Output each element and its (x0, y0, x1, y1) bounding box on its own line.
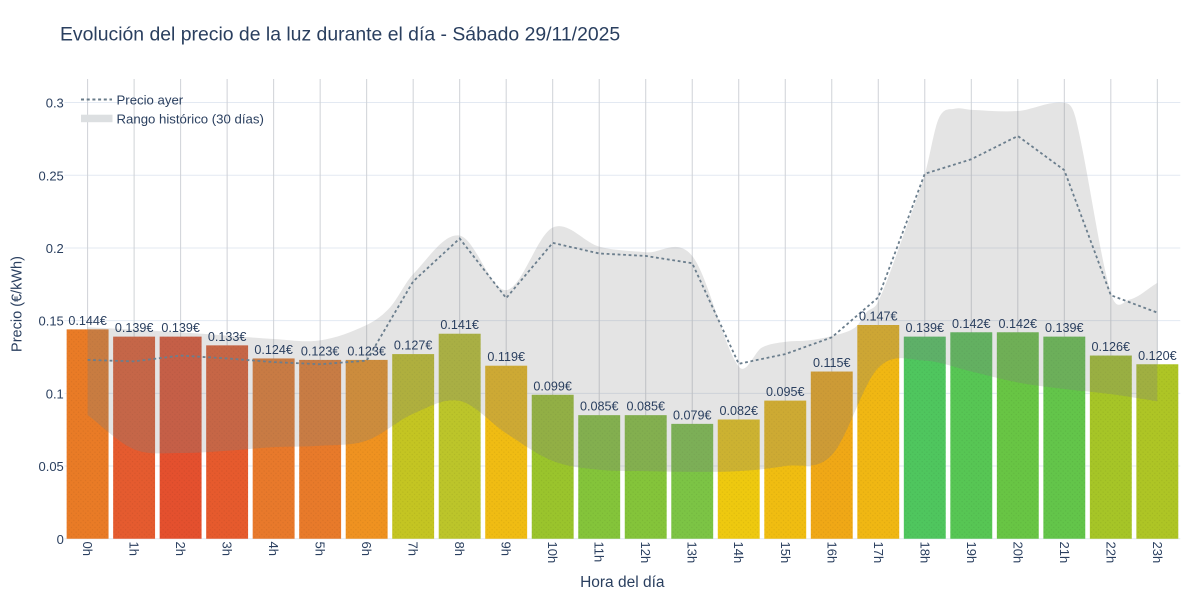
svg-text:0.123€: 0.123€ (301, 344, 340, 358)
svg-text:18h: 18h (917, 542, 932, 564)
svg-text:13h: 13h (685, 542, 700, 564)
svg-text:0.142€: 0.142€ (952, 317, 991, 331)
svg-text:17h: 17h (871, 542, 886, 564)
svg-text:3h: 3h (220, 542, 235, 556)
svg-text:0.139€: 0.139€ (1045, 321, 1084, 335)
svg-text:0.15: 0.15 (38, 314, 63, 329)
svg-text:0.133€: 0.133€ (208, 330, 247, 344)
svg-text:0h: 0h (80, 542, 95, 556)
svg-text:0.141€: 0.141€ (440, 318, 479, 332)
svg-text:4h: 4h (266, 542, 281, 556)
svg-text:0.144€: 0.144€ (68, 314, 107, 328)
svg-text:5h: 5h (313, 542, 328, 556)
svg-text:Hora del día: Hora del día (580, 574, 665, 591)
svg-text:21h: 21h (1057, 542, 1072, 564)
svg-text:2h: 2h (173, 542, 188, 556)
svg-text:23h: 23h (1150, 542, 1165, 564)
svg-text:20h: 20h (1010, 542, 1025, 564)
svg-text:7h: 7h (406, 542, 421, 556)
svg-text:22h: 22h (1103, 542, 1118, 564)
svg-text:Precio (€/kWh): Precio (€/kWh) (10, 256, 26, 352)
svg-text:0.142€: 0.142€ (999, 317, 1038, 331)
svg-text:0.119€: 0.119€ (487, 350, 525, 364)
svg-text:0.120€: 0.120€ (1138, 349, 1177, 363)
svg-text:0.05: 0.05 (38, 459, 63, 474)
svg-text:0.079€: 0.079€ (673, 408, 712, 422)
svg-text:11h: 11h (592, 542, 607, 563)
svg-text:0.123€: 0.123€ (347, 344, 386, 358)
svg-text:0.3: 0.3 (46, 96, 64, 111)
svg-text:0.139€: 0.139€ (906, 321, 945, 335)
svg-text:0.085€: 0.085€ (580, 400, 619, 414)
svg-text:0.099€: 0.099€ (533, 379, 572, 393)
svg-text:6h: 6h (359, 542, 374, 556)
svg-text:0.2: 0.2 (46, 241, 64, 256)
svg-text:15h: 15h (778, 542, 793, 564)
svg-text:16h: 16h (824, 542, 839, 564)
svg-text:0.25: 0.25 (38, 168, 63, 183)
svg-text:0.139€: 0.139€ (161, 321, 200, 335)
svg-text:0.139€: 0.139€ (115, 321, 154, 335)
svg-text:0.1: 0.1 (46, 386, 64, 401)
svg-text:10h: 10h (545, 542, 560, 564)
svg-text:0.095€: 0.095€ (766, 385, 805, 399)
svg-text:0.115€: 0.115€ (813, 356, 851, 370)
svg-text:0.126€: 0.126€ (1092, 340, 1131, 354)
svg-text:9h: 9h (499, 542, 514, 556)
svg-text:12h: 12h (638, 542, 653, 564)
svg-text:Rango histórico (30 días): Rango histórico (30 días) (117, 112, 264, 127)
svg-text:0.085€: 0.085€ (626, 400, 665, 414)
svg-text:14h: 14h (731, 542, 746, 564)
svg-text:1h: 1h (127, 542, 142, 556)
svg-text:0.147€: 0.147€ (859, 310, 898, 324)
svg-text:0.082€: 0.082€ (719, 404, 758, 418)
svg-text:8h: 8h (452, 542, 467, 556)
svg-text:19h: 19h (964, 542, 979, 564)
svg-text:0: 0 (57, 532, 64, 547)
svg-text:0.124€: 0.124€ (254, 343, 293, 357)
svg-text:Evolución del precio de la luz: Evolución del precio de la luz durante e… (60, 24, 620, 46)
svg-text:0.127€: 0.127€ (394, 339, 433, 353)
svg-text:Precio ayer: Precio ayer (117, 93, 184, 108)
